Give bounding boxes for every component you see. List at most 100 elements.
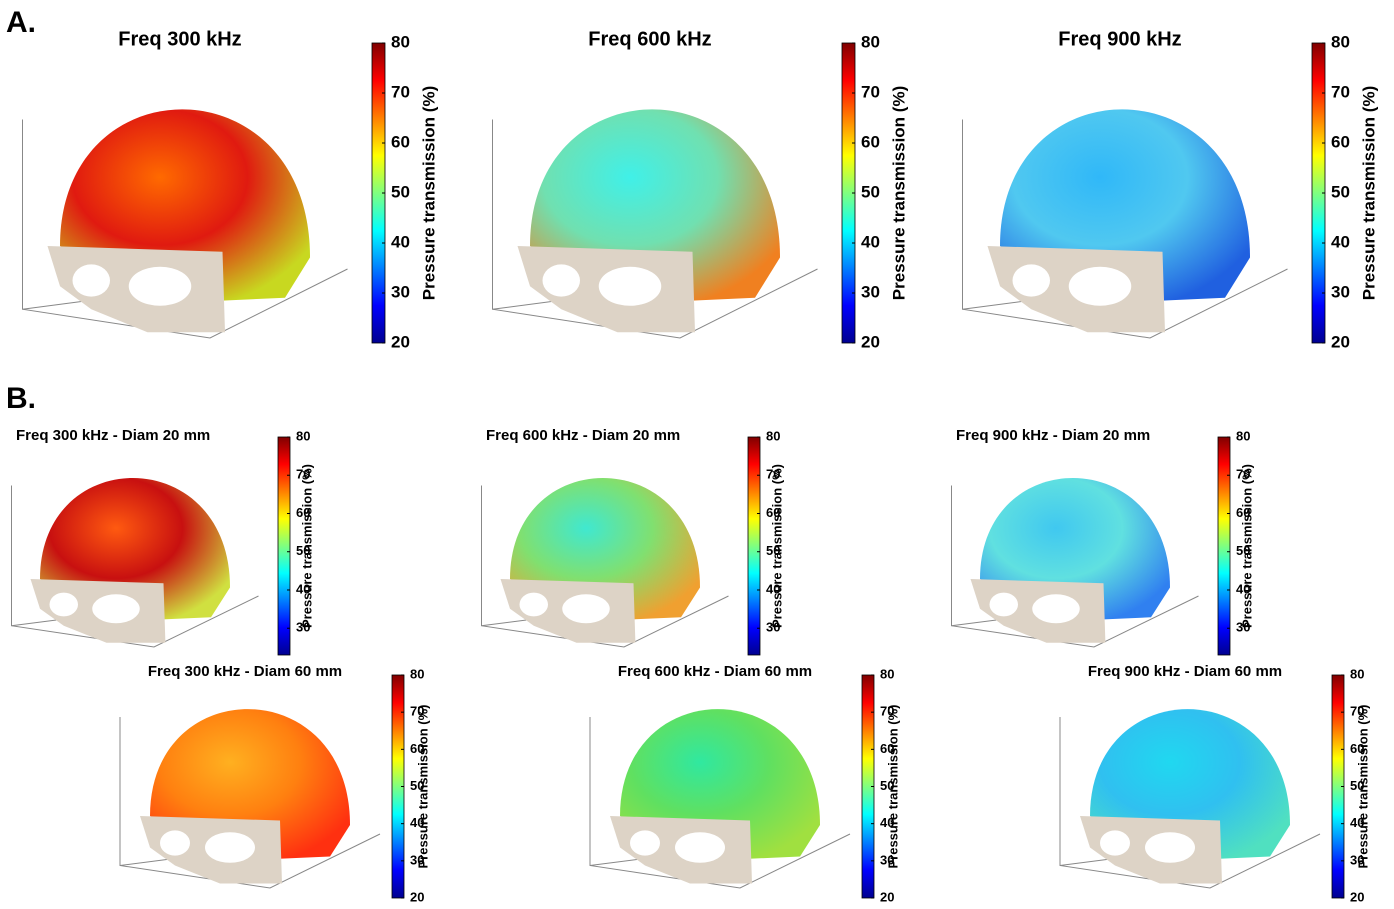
- axis-line: [492, 119, 818, 339]
- skull-hole: [1032, 594, 1080, 624]
- tick-label: 40: [861, 232, 880, 251]
- skull-hole: [598, 266, 662, 306]
- colorbar-label: Pressure transmission (%): [885, 704, 900, 868]
- axis-line: [481, 485, 729, 648]
- skull-hole: [1012, 264, 1050, 297]
- skull-hole: [205, 832, 255, 863]
- tick-label: 30: [410, 852, 424, 867]
- skull-hole: [92, 594, 140, 624]
- tick-label: 60: [391, 132, 410, 151]
- colorbar-label: Pressure transmission (%): [415, 704, 430, 868]
- colorbar-label: Pressure transmission (%): [769, 464, 784, 628]
- section-label: B.: [6, 382, 36, 415]
- panel-title: Freq 600 kHz: [588, 28, 711, 50]
- tick-label: 70: [766, 467, 780, 482]
- tick-label: 80: [880, 666, 894, 681]
- tick-label: 40: [766, 581, 780, 596]
- skull-hole: [519, 592, 548, 617]
- tick-label: 50: [880, 778, 894, 793]
- tick-label: 80: [410, 666, 424, 681]
- colorbar: [747, 436, 761, 656]
- tick-label: 50: [1331, 182, 1350, 201]
- tick-label: 20: [410, 889, 424, 904]
- tick-label: 70: [410, 704, 424, 719]
- tick-label: 20: [880, 889, 894, 904]
- panel-title: Freq 900 kHz: [1058, 28, 1181, 50]
- tick-label: 50: [410, 778, 424, 793]
- tick-label: 20: [1331, 332, 1350, 351]
- colorbar-label: Pressure transmission (%): [1239, 464, 1254, 628]
- panel-title: Freq 300 kHz - Diam 20 mm: [16, 427, 210, 444]
- tick-label: 50: [766, 543, 780, 558]
- tick-label: 30: [391, 282, 410, 301]
- tick-label: 70: [391, 82, 410, 101]
- tick-label: 20: [861, 332, 880, 351]
- tick-label: 60: [861, 132, 880, 151]
- tick-label: 50: [296, 543, 310, 558]
- axis-line: [119, 717, 381, 889]
- colorbar-label: Pressure transmission (%): [889, 86, 908, 300]
- tick-label: 80: [391, 32, 410, 51]
- axis-line: [1059, 717, 1321, 889]
- tick-label: 60: [410, 741, 424, 756]
- tick-label: 60: [1350, 741, 1364, 756]
- tick-label: 80: [766, 428, 780, 443]
- colorbar: [277, 436, 291, 656]
- tick-label: 30: [861, 282, 880, 301]
- skull-hole: [630, 830, 660, 856]
- tick-label: 30: [1331, 282, 1350, 301]
- skull-hole: [562, 594, 610, 624]
- tick-label: 30: [296, 620, 310, 635]
- skull-hole: [675, 832, 725, 863]
- tick-label: 30: [1236, 620, 1250, 635]
- skull-hole: [49, 592, 78, 617]
- tick-label: 80: [1350, 666, 1364, 681]
- tick-label: 70: [880, 704, 894, 719]
- tick-label: 70: [861, 82, 880, 101]
- skull-hole: [160, 830, 190, 856]
- panel-title: Freq 300 kHz: [118, 28, 241, 50]
- tick-label: 80: [861, 32, 880, 51]
- panel-title: Freq 300 kHz - Diam 60 mm: [148, 663, 342, 680]
- tick-label: 80: [1236, 428, 1250, 443]
- tick-label: 30: [880, 852, 894, 867]
- tick-label: 50: [1350, 778, 1364, 793]
- tick-label: 30: [766, 620, 780, 635]
- axis-line: [962, 119, 1288, 339]
- panel-title: Freq 900 kHz - Diam 20 mm: [956, 427, 1150, 444]
- tick-label: 20: [1350, 889, 1364, 904]
- tick-label: 60: [1331, 132, 1350, 151]
- tick-label: 70: [1350, 704, 1364, 719]
- skull-hole: [1100, 830, 1130, 856]
- axis-line: [951, 485, 1199, 648]
- skull-hole: [1068, 266, 1132, 306]
- skull-hole: [72, 264, 110, 297]
- tick-label: 60: [296, 505, 310, 520]
- skull-hole: [542, 264, 580, 297]
- tick-label: 30: [1350, 852, 1364, 867]
- tick-label: 50: [391, 182, 410, 201]
- colorbar-label: Pressure transmission (%): [299, 464, 314, 628]
- axis-line: [22, 119, 348, 339]
- skull-hole: [1145, 832, 1195, 863]
- skull-hole: [128, 266, 192, 306]
- colorbar: [1217, 436, 1231, 656]
- axis-line: [11, 485, 259, 648]
- tick-label: 40: [410, 815, 424, 830]
- tick-label: 40: [391, 232, 410, 251]
- section-label: A.: [6, 6, 36, 39]
- tick-label: 80: [1331, 32, 1350, 51]
- tick-label: 70: [1331, 82, 1350, 101]
- colorbar-label: Pressure transmission (%): [1355, 704, 1370, 868]
- tick-label: 60: [766, 505, 780, 520]
- tick-label: 50: [861, 182, 880, 201]
- tick-label: 80: [296, 428, 310, 443]
- tick-label: 40: [1331, 232, 1350, 251]
- tick-label: 70: [1236, 467, 1250, 482]
- skull-hole: [989, 592, 1018, 617]
- tick-label: 60: [1236, 505, 1250, 520]
- tick-label: 40: [296, 581, 310, 596]
- axis-line: [589, 717, 851, 889]
- tick-label: 70: [296, 467, 310, 482]
